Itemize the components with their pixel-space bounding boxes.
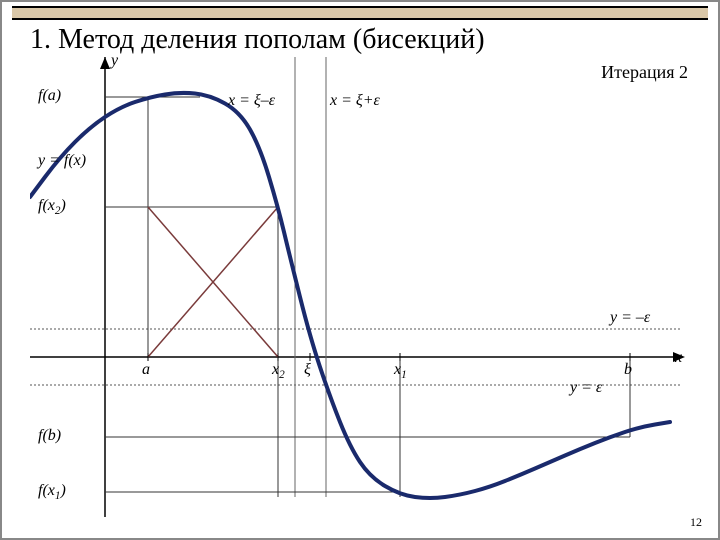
decorative-band — [12, 6, 708, 20]
x-axis-label: x — [675, 349, 682, 367]
veps-label: x = ξ–ε — [228, 92, 275, 110]
xtick-ξ: ξ — [304, 361, 311, 379]
xtick-x₂: x2 — [272, 361, 285, 381]
eps-label: y = –ε — [610, 309, 650, 327]
ytick-f(b): f(b) — [38, 427, 61, 445]
ytick-f(x₁): f(x1) — [38, 482, 66, 502]
y-axis-label: y — [111, 52, 118, 70]
plot-svg — [30, 57, 690, 517]
xtick-b: b — [624, 361, 632, 379]
xtick-x₁: x1 — [394, 361, 407, 381]
bisection-plot: yxax2ξx1bf(a)y = f(x)f(x2)f(b)f(x1)y = –… — [30, 57, 690, 517]
veps-label: x = ξ+ε — [330, 92, 380, 110]
xtick-a: a — [142, 361, 150, 379]
page-number: 12 — [690, 515, 702, 530]
ytick-f(x₂): f(x2) — [38, 197, 66, 217]
ytick-f(a): f(a) — [38, 87, 61, 105]
slide-title: 1. Метод деления пополам (бисекций) — [30, 24, 485, 56]
ytick-y = f(x): y = f(x) — [38, 152, 86, 170]
eps-label: y = ε — [570, 379, 602, 397]
